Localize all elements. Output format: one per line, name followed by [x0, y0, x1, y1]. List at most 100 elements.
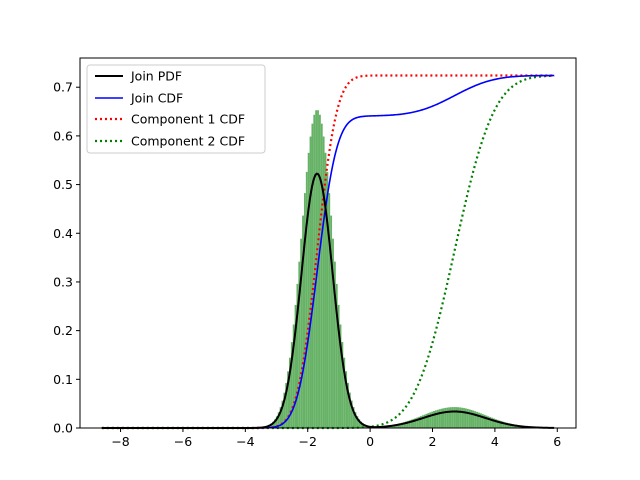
histogram-bar	[348, 392, 351, 428]
legend-label-component-2-cdf: Component 2 CDF	[131, 134, 245, 149]
histogram-bar	[296, 283, 299, 428]
x-tick-label: 4	[491, 434, 499, 449]
histogram-bar	[405, 421, 407, 428]
histogram-bar	[464, 408, 467, 428]
histogram-bar	[435, 410, 437, 428]
histogram-bar	[487, 416, 490, 428]
histogram-bar	[494, 419, 497, 428]
histogram-bar	[466, 408, 469, 428]
y-tick-label: 0.4	[53, 226, 73, 241]
histogram-bar	[272, 421, 275, 428]
x-tick-label: −8	[111, 434, 129, 449]
histogram-bar	[360, 421, 362, 428]
histogram-bar	[416, 417, 419, 428]
histogram-bar	[330, 215, 333, 428]
histogram-bar	[303, 193, 306, 428]
histogram-bar	[289, 357, 291, 428]
histogram-bar	[442, 408, 445, 428]
histogram-bar	[333, 261, 336, 428]
histogram-bar	[341, 342, 344, 428]
histogram-bar	[472, 410, 475, 428]
histogram-bar	[275, 416, 278, 428]
x-tick-label: −4	[236, 434, 254, 449]
histogram-bar	[397, 423, 400, 428]
histogram-bar	[356, 416, 359, 428]
histogram-bar	[350, 400, 353, 428]
x-axis: −8 −6 −4 −2 0 2 4 6	[111, 428, 561, 449]
histogram-bar	[313, 114, 316, 428]
histogram-bar	[431, 411, 434, 428]
x-tick-label: 2	[429, 434, 437, 449]
histogram-bar	[332, 238, 334, 428]
histogram-bar	[339, 324, 342, 428]
histogram-bar	[274, 419, 276, 428]
histogram-bar	[285, 382, 288, 428]
histogram-bar	[300, 238, 303, 428]
histogram-bar	[427, 413, 430, 428]
histogram-bar	[343, 357, 346, 428]
histogram-bar	[302, 215, 304, 428]
y-tick-label: 0.2	[53, 323, 73, 338]
histogram-bar	[448, 407, 450, 428]
histogram-bar	[362, 423, 364, 428]
histogram-bar	[410, 419, 413, 428]
histogram-bar	[457, 407, 460, 428]
histogram-bar	[453, 407, 456, 428]
histogram-bar	[290, 342, 293, 428]
histogram-bar	[444, 407, 447, 428]
histogram-bar	[506, 422, 508, 428]
histogram-bar	[277, 412, 280, 428]
y-tick-label: 0.7	[53, 80, 73, 95]
legend: Join PDF Join CDF Component 1 CDF Compon…	[86, 64, 266, 154]
y-tick-label: 0.6	[53, 128, 73, 143]
histogram-bar	[485, 415, 488, 428]
histogram-bar	[461, 407, 464, 428]
histogram-bar	[502, 421, 505, 428]
histogram-bar	[504, 422, 507, 428]
y-tick-label: 0.3	[53, 274, 73, 289]
histogram-bar	[335, 283, 338, 428]
legend-label-join-pdf: Join PDF	[130, 69, 182, 84]
histogram-bar	[498, 420, 501, 428]
histogram-bar	[438, 409, 441, 428]
x-tick-label: −2	[299, 434, 317, 449]
histogram-bar	[399, 423, 402, 428]
histogram-bar	[470, 409, 473, 428]
histogram-bar	[446, 407, 449, 428]
histogram-bar	[476, 411, 479, 428]
histogram-bar	[479, 413, 482, 428]
histogram-bar	[468, 409, 471, 428]
histogram-bar	[337, 304, 340, 428]
histogram-bar	[429, 412, 432, 428]
histogram-bar	[436, 409, 439, 428]
y-tick-label: 0.5	[53, 177, 73, 192]
histogram-bar	[326, 171, 329, 428]
histogram-bar	[352, 407, 355, 428]
histogram-bar	[474, 411, 477, 428]
histogram-bar	[307, 152, 310, 428]
legend-label-component-1-cdf: Component 1 CDF	[131, 112, 245, 127]
histogram-bar	[408, 420, 411, 428]
histogram-bar	[496, 419, 499, 428]
histogram-bar	[318, 114, 321, 428]
legend-label-join-cdf: Join CDF	[130, 91, 183, 106]
y-axis: 0.0 0.1 0.2 0.3 0.4 0.5 0.6 0.7	[53, 80, 80, 436]
histogram-bar	[483, 414, 486, 428]
histogram-bar	[322, 136, 325, 428]
histogram-bar	[292, 324, 295, 428]
histogram-bar	[493, 418, 495, 428]
histogram-bar	[358, 419, 361, 428]
y-tick-label: 0.0	[53, 421, 73, 436]
x-tick-label: −6	[174, 434, 192, 449]
histogram-bar	[463, 408, 465, 428]
histogram-bar	[279, 407, 282, 428]
histogram-bar	[287, 371, 289, 428]
histogram-bar	[401, 422, 404, 428]
histogram-bar	[420, 416, 422, 428]
histogram-bar	[345, 371, 348, 428]
histogram-bar	[324, 152, 327, 428]
histogram-bar	[283, 392, 286, 428]
histogram-bar	[294, 304, 297, 428]
histogram-bar	[403, 422, 406, 428]
